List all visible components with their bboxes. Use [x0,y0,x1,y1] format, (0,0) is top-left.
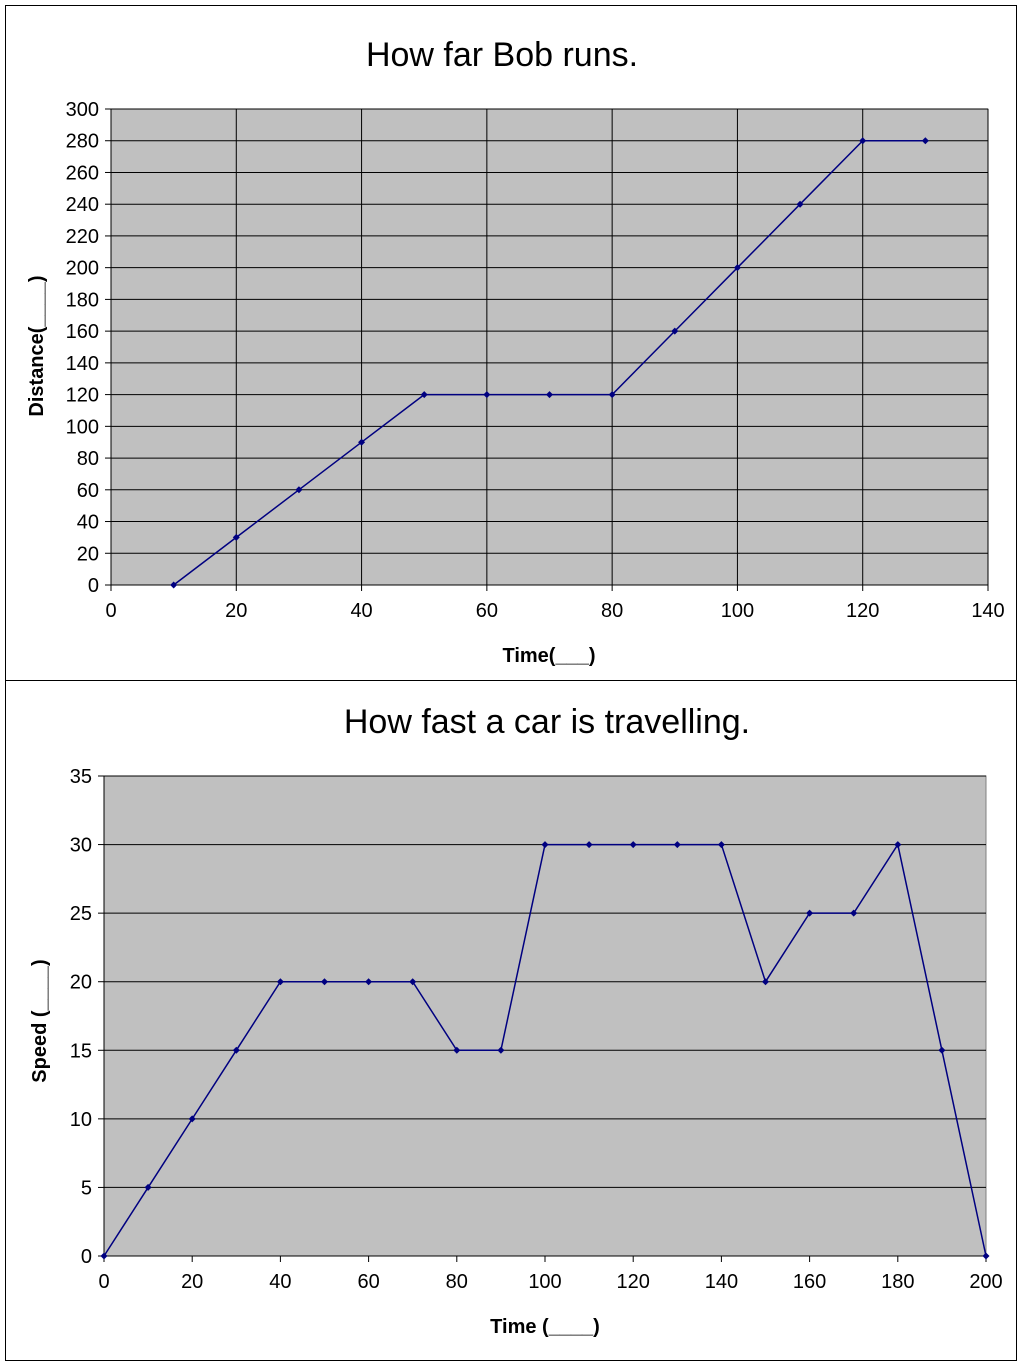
data-point [733,264,741,272]
y-tick-label: 30 [70,835,92,857]
x-tick-label: 180 [881,1271,914,1293]
data-point [982,1252,990,1260]
data-point [806,909,814,917]
y-tick-label: 80 [77,448,99,470]
chart-title: How fast a car is travelling. [344,703,750,741]
data-point [453,1046,461,1054]
y-tick-label: 260 [66,162,99,184]
x-tick-label: 0 [105,600,116,622]
data-point [541,841,549,849]
data-point [850,909,858,917]
x-tick-label: 120 [617,1271,650,1293]
data-point [673,841,681,849]
y-tick-label: 180 [66,289,99,311]
x-tick-label: 20 [181,1271,203,1293]
data-series [100,841,990,1260]
y-tick-label: 0 [88,575,99,597]
data-point [409,978,417,986]
x-tick-label: 60 [476,600,498,622]
x-tick-label: 80 [446,1271,468,1293]
y-tick-label: 25 [70,903,92,925]
x-tick-label: 40 [350,600,372,622]
data-point [497,1046,505,1054]
plot-area [103,775,987,1257]
y-tick-label: 10 [70,1109,92,1131]
x-tick-label: 80 [601,600,623,622]
data-point [232,533,240,541]
speed-chart: How fast a car is travelling. 0 20 40 60 80 1… [29,703,1003,1338]
y-tick-label: 160 [66,321,99,343]
data-point [762,978,769,986]
data-point [321,978,328,986]
chart-title: How far Bob runs. [366,36,638,74]
x-tick-label: 100 [721,600,754,622]
y-tick-label: 220 [66,226,99,248]
data-point [295,486,303,494]
x-tick-labels: 0 20 40 60 80 100 120 140 [105,600,1004,622]
data-point [144,1183,152,1191]
y-tick-label: 20 [77,543,99,565]
y-tick-label: 35 [70,766,92,788]
data-point [796,200,804,208]
x-tick-label: 0 [98,1271,109,1293]
data-point [188,1115,196,1123]
plot-area [110,108,989,586]
x-tick-label: 40 [269,1271,291,1293]
data-point [365,978,373,986]
x-axis-label: Time(___) [502,645,595,667]
distance-chart-panel: How far Bob runs. 0 20 40 60 80 100 120 140 0 20… [5,5,1017,681]
x-tick-label: 20 [225,600,247,622]
data-point [629,841,637,849]
x-tick-label: 120 [846,600,879,622]
axes [105,108,989,591]
data-point [232,1046,240,1054]
data-point [717,841,725,849]
data-point [546,391,553,399]
x-axis-label: Time (____) [490,1316,600,1338]
y-tick-label: 200 [66,258,99,280]
x-tick-label: 140 [705,1271,738,1293]
x-tick-label: 200 [969,1271,1002,1293]
x-tick-label: 100 [528,1271,561,1293]
axes [98,775,987,1262]
data-point [671,327,679,335]
y-tick-label: 0 [81,1246,92,1268]
data-point [100,1252,108,1260]
data-point [420,391,428,399]
data-point [585,841,593,849]
grid-lines [111,108,989,586]
y-tick-label: 60 [77,480,99,502]
data-point [170,581,178,589]
y-tick-label: 120 [66,385,99,407]
distance-chart: How far Bob runs. 0 20 40 60 80 100 120 140 0 20… [26,36,1005,667]
y-tick-label: 100 [66,416,99,438]
x-tick-label: 60 [357,1271,379,1293]
data-point [483,391,491,399]
y-tick-label: 5 [81,1177,92,1199]
x-tick-labels: 0 20 40 60 80 100 120 140 160 180 200 [98,1271,1002,1293]
y-tick-label: 20 [70,972,92,994]
data-point [921,137,929,145]
x-tick-label: 160 [793,1271,826,1293]
data-point [894,841,902,849]
data-point [859,137,867,145]
y-axis-label: Speed (____) [29,959,51,1082]
y-tick-label: 15 [70,1040,92,1062]
x-tick-label: 140 [971,600,1004,622]
data-point [276,978,284,986]
y-tick-labels: 0 20 40 60 80 100 120 140 160 180 200 220 240 260 280 3… [66,99,99,597]
y-tick-label: 280 [66,131,99,153]
data-series [170,137,929,589]
y-tick-label: 240 [66,194,99,216]
data-point [358,438,366,446]
y-tick-labels: 0 5 10 15 20 25 30 35 [70,766,92,1268]
data-point [938,1046,946,1054]
y-tick-label: 140 [66,353,99,375]
y-tick-label: 40 [77,512,99,534]
y-tick-label: 300 [66,99,99,121]
data-point [608,391,616,399]
speed-chart-panel: How fast a car is travelling. 0 20 40 60 80 1… [5,680,1017,1361]
y-axis-label: Distance(____) [26,275,48,416]
